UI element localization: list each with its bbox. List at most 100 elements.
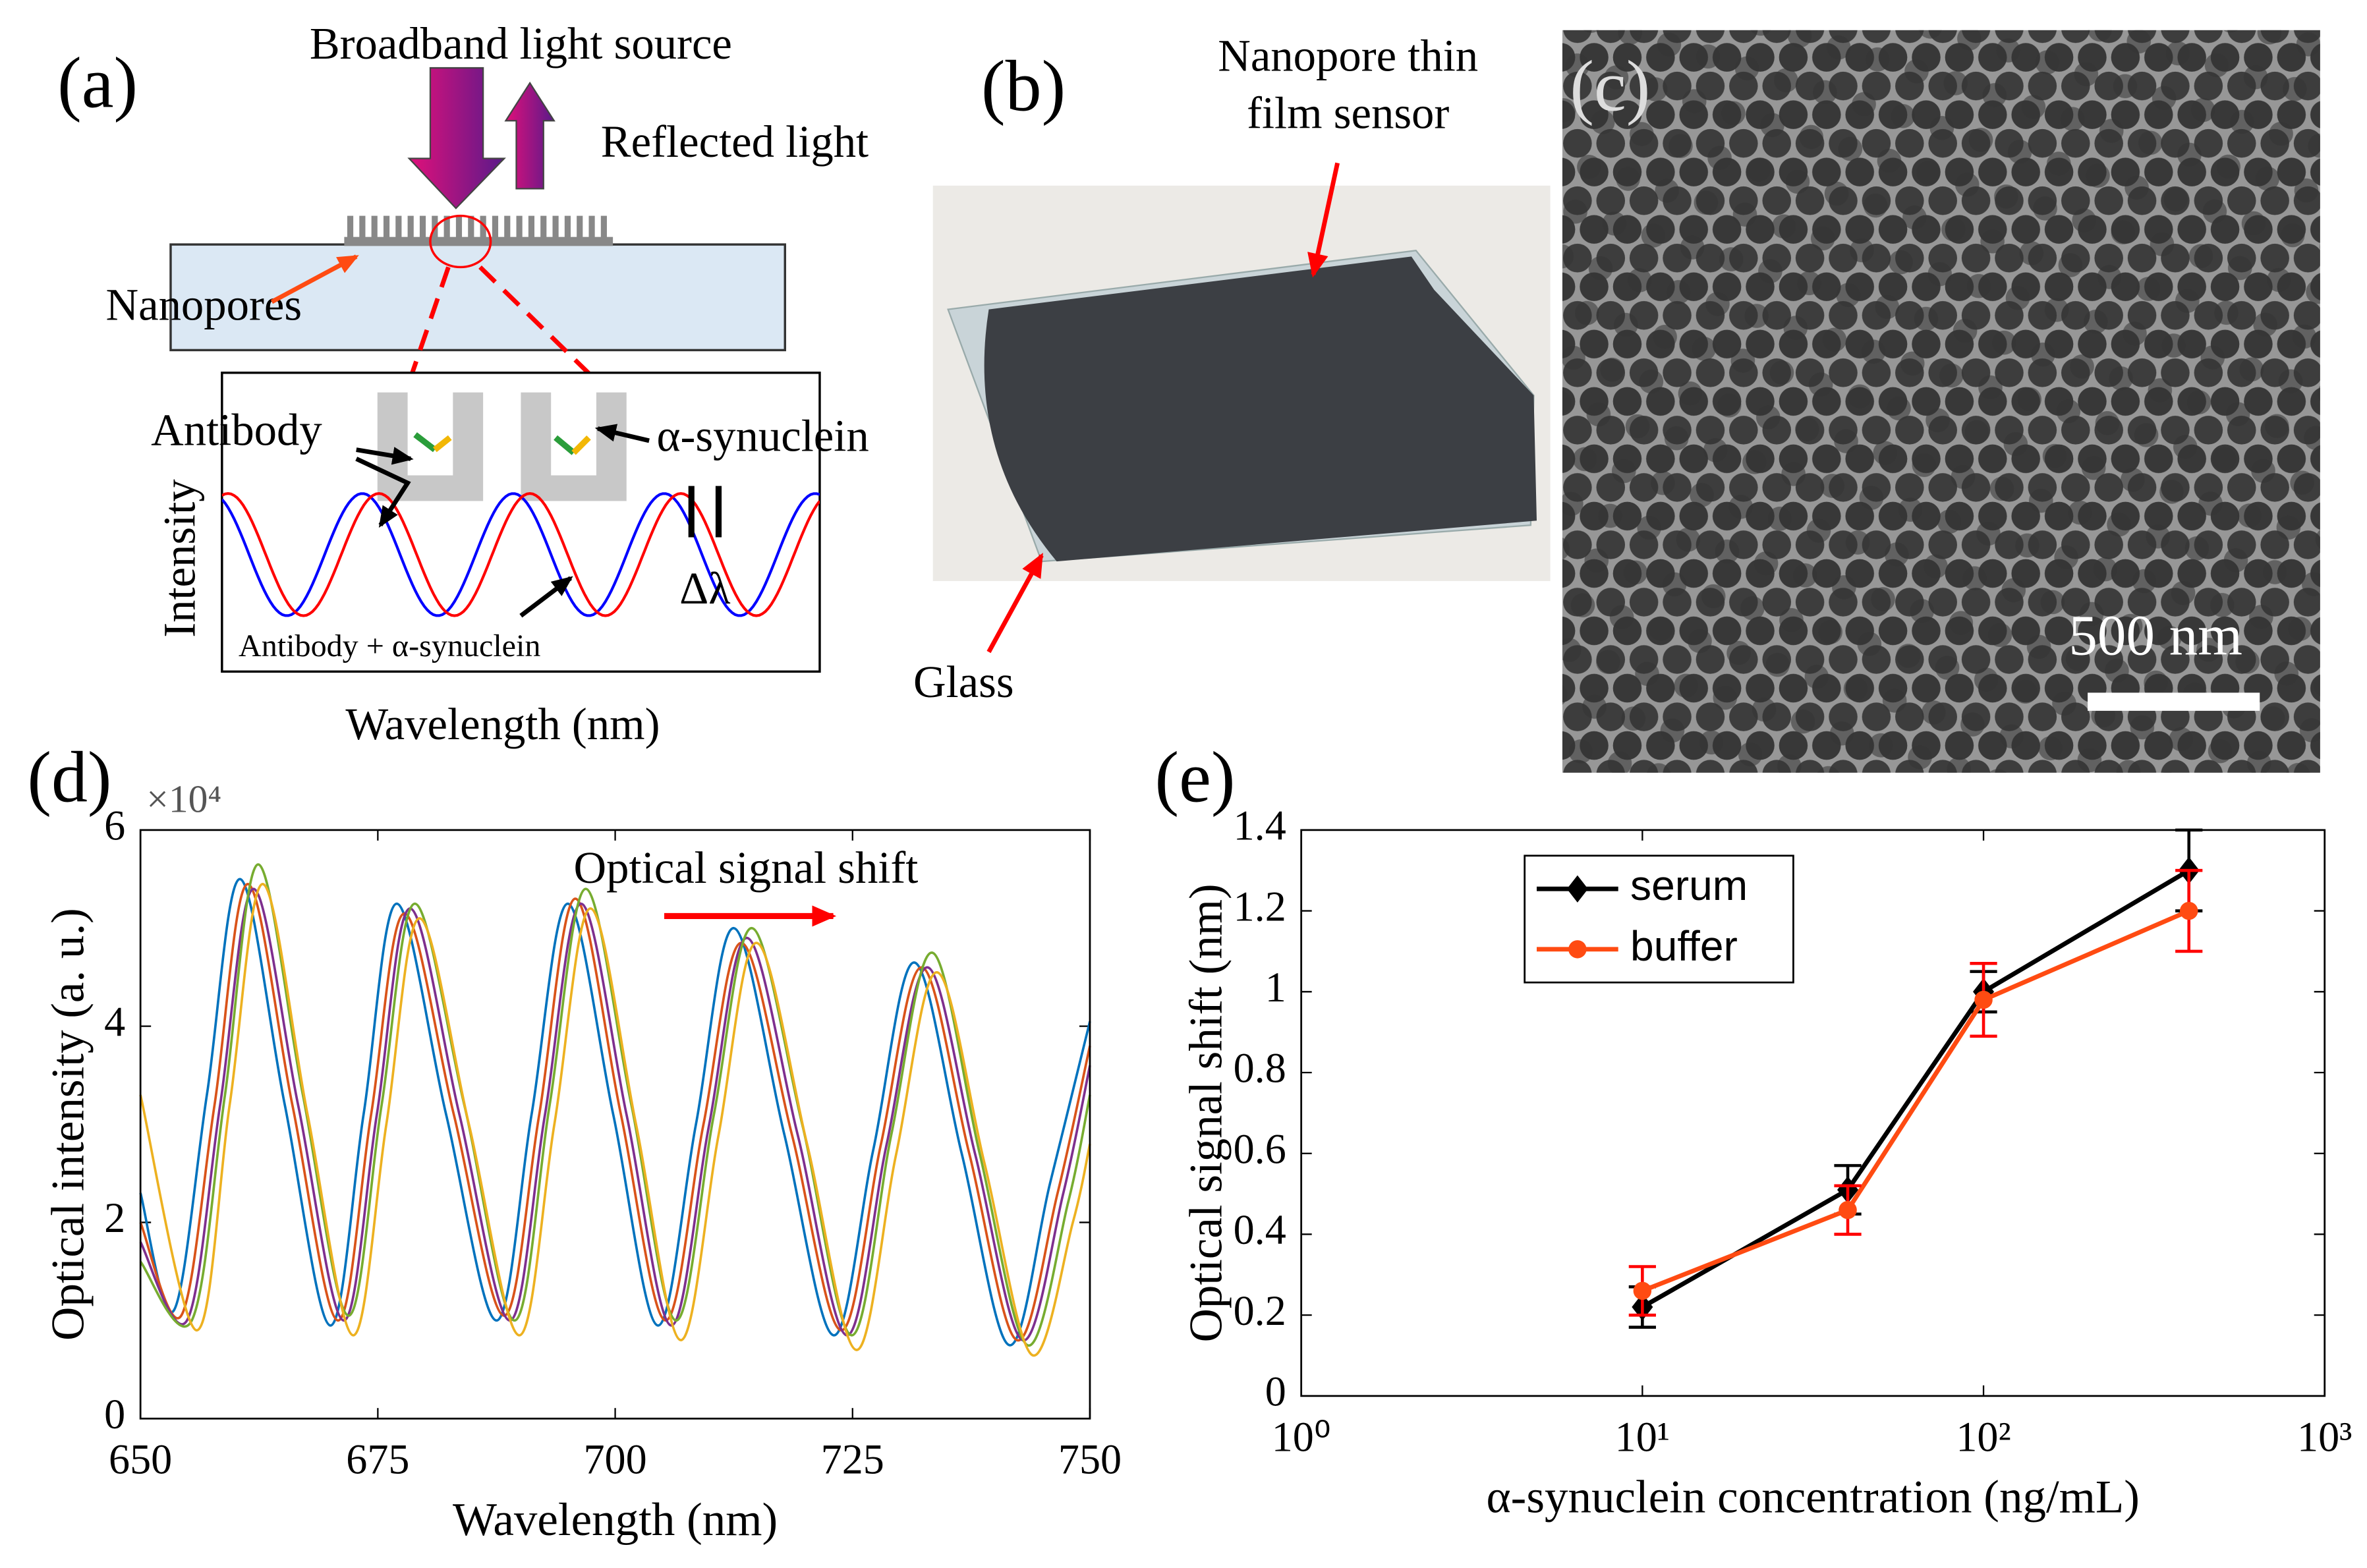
antibody-label: Antibody [151,405,322,455]
panel-a: (a) Broadband light source Reflected lig… [57,18,869,749]
y-tick-label: 1.4 [1234,802,1286,849]
plot-frame [139,829,1091,1420]
pore-wall [528,215,535,240]
y-multiplier: ×10⁴ [146,777,221,820]
legend: serum buffer [1524,854,1794,984]
chart: 650 675 700 725 750 0 2 4 6 Wavelength (nm) Optica… [27,737,1122,1545]
y-tick-label: 0.4 [1234,1206,1286,1253]
nanopores-label: Nanopores [105,279,302,329]
pore-wall [504,215,511,240]
sem-texture [1562,30,2320,773]
pore [521,392,627,501]
series-line [139,863,1091,1347]
pore-wall [443,215,450,240]
pore-wall [564,215,571,240]
inset-curves [221,491,820,617]
source-label: Broadband light source [310,18,732,69]
incident-arrow [407,67,506,210]
series-line [139,878,1091,1347]
x-tick-label: 10¹ [1615,1413,1670,1460]
curve-label: Antibody + α-synuclein [239,629,540,663]
y-axis-label: Optical intensity (a. u.) [42,908,94,1341]
legend-box [1524,854,1794,984]
scale-label: 500 nm [2068,603,2242,667]
panel-label: (c) [1570,45,1650,126]
y-tick-label: 0 [1265,1368,1286,1415]
arrow [519,576,573,618]
pore-wall [480,215,486,240]
x-axis-label: Wavelength (nm) [453,1494,778,1546]
film [984,256,1537,562]
arrow [1307,162,1340,278]
arrow [986,552,1044,654]
pore-wall [516,215,523,240]
y-axis-label: Optical signal shift (nm) [1181,883,1232,1342]
y-tick-label: 0.2 [1234,1287,1286,1334]
pore-wall [359,215,366,240]
marker [1974,990,1993,1009]
panel-label: (d) [27,737,111,817]
x-tick-label: 725 [821,1436,884,1483]
y-tick-label: 0.6 [1234,1125,1286,1172]
arrow [270,254,359,304]
marker [1633,1281,1652,1301]
x-tick-label: 10⁰ [1272,1413,1331,1460]
x-tick-label: 650 [109,1436,172,1483]
y-tick-label: 0.8 [1234,1045,1286,1092]
pore-wall [492,215,499,240]
arrow [594,424,650,443]
marker [2179,901,2198,920]
plot-frame [1300,829,2326,1397]
legend-label: serum [1630,862,1748,909]
x-tick-label: 10² [1956,1413,2011,1460]
sensor-label: film sensor [1247,88,1449,138]
y-tick-label: 6 [104,802,125,849]
x-tick-label: 750 [1058,1436,1122,1483]
inset-curve [221,491,820,617]
pore-wall [600,215,607,240]
panel-c: (c) 500 nm [1562,30,2320,773]
pore-wall [468,215,474,240]
series-line [139,887,1091,1341]
pore-wall [552,215,559,240]
nanopore-layer [344,215,613,246]
pore-wall [577,215,583,240]
reflected-arrow [504,81,556,190]
x-axis-label: α-synuclein concentration (ng/mL) [1486,1472,2139,1523]
marker [1839,1200,1857,1219]
zoom-circle [429,214,492,269]
pore-wall [371,215,378,240]
reflected-label: Reflected light [601,117,869,167]
arrow [355,457,411,528]
legend-label: buffer [1630,922,1738,970]
series-line [139,883,1091,1357]
glass-label: Glass [913,657,1014,707]
inset-xlabel: Wavelength (nm) [345,699,660,749]
pore-wall [588,215,595,240]
annotation: Optical signal shift [574,843,919,893]
sem-shade [1562,30,2320,773]
legend-marker [1568,940,1587,959]
panel-label: (e) [1155,737,1235,817]
scale-bar [2088,692,2260,711]
pore-wall [407,215,414,240]
panel-label: (b) [981,45,1066,126]
pore-wall [383,215,390,240]
y-tick-label: 1 [1265,964,1286,1011]
x-tick-label: 10³ [2297,1413,2352,1460]
sensor-label: Nanopore thin [1218,30,1478,80]
arrow [356,447,414,465]
pore-wall [419,215,426,240]
synuclein-label: α-synuclein [657,411,869,461]
pore-wall [540,215,547,240]
inset-ylabel: Intensity [154,479,204,638]
pore-wall [455,215,463,240]
x-tick-label: 700 [583,1436,646,1483]
pore [377,392,484,501]
shift-label: Δλ [679,563,731,613]
plot-area [1301,829,2325,1396]
series-line [1641,909,2190,1293]
pore-wall [395,215,402,240]
